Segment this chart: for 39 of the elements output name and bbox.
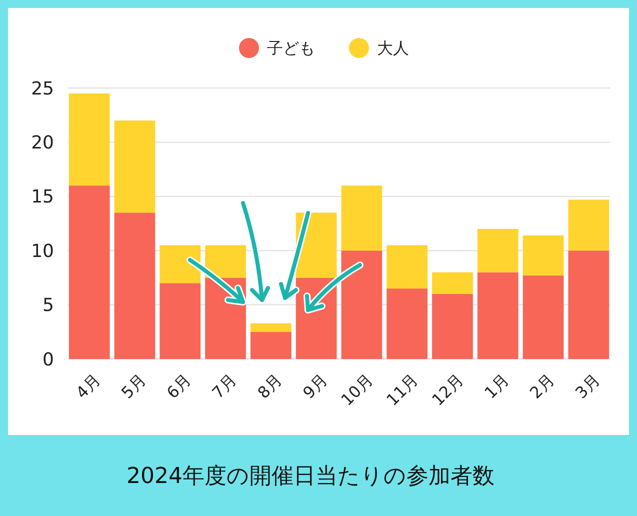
y-tick-label: 15 xyxy=(31,186,54,208)
bar xyxy=(477,228,518,272)
bar xyxy=(250,332,292,359)
x-tick-label: 12月 xyxy=(428,370,468,410)
bar xyxy=(386,245,428,289)
x-tick-label: 5月 xyxy=(118,370,150,402)
x-tick-label: 3月 xyxy=(571,370,604,402)
y-tick-label: 5 xyxy=(42,295,54,316)
x-tick-label: 2月 xyxy=(526,370,558,402)
bar xyxy=(114,120,156,213)
bar xyxy=(568,250,610,359)
x-tick-label: 6月 xyxy=(162,370,195,402)
y-tick-label: 25 xyxy=(31,78,54,100)
bar xyxy=(432,272,473,294)
bar xyxy=(341,186,382,251)
y-tick-label: 10 xyxy=(31,240,54,262)
x-tick-label: 4月 xyxy=(72,370,104,402)
bar xyxy=(522,276,564,359)
x-tick-label: 10月 xyxy=(337,370,376,410)
bar xyxy=(68,186,110,359)
bar xyxy=(522,235,564,276)
x-tick-label: 7月 xyxy=(208,370,240,402)
bar xyxy=(68,93,110,186)
y-tick-label: 0 xyxy=(42,349,54,370)
bar xyxy=(477,272,518,359)
bar xyxy=(386,288,428,359)
x-tick-label: 9月 xyxy=(299,370,332,402)
x-tick-label: 1月 xyxy=(480,370,513,402)
y-tick-label: 20 xyxy=(31,132,54,154)
text: 2024年度の開催日当たりの参加者数 xyxy=(126,464,494,489)
bar xyxy=(250,323,292,332)
bar xyxy=(432,294,473,359)
legend-label: 大人 xyxy=(377,38,409,58)
x-tick-label: 11月 xyxy=(382,370,422,410)
legend-label: 子ども xyxy=(267,38,315,58)
bar xyxy=(114,212,156,359)
x-tick-label: 8月 xyxy=(254,370,286,402)
bar xyxy=(160,283,201,359)
bar xyxy=(568,200,610,251)
